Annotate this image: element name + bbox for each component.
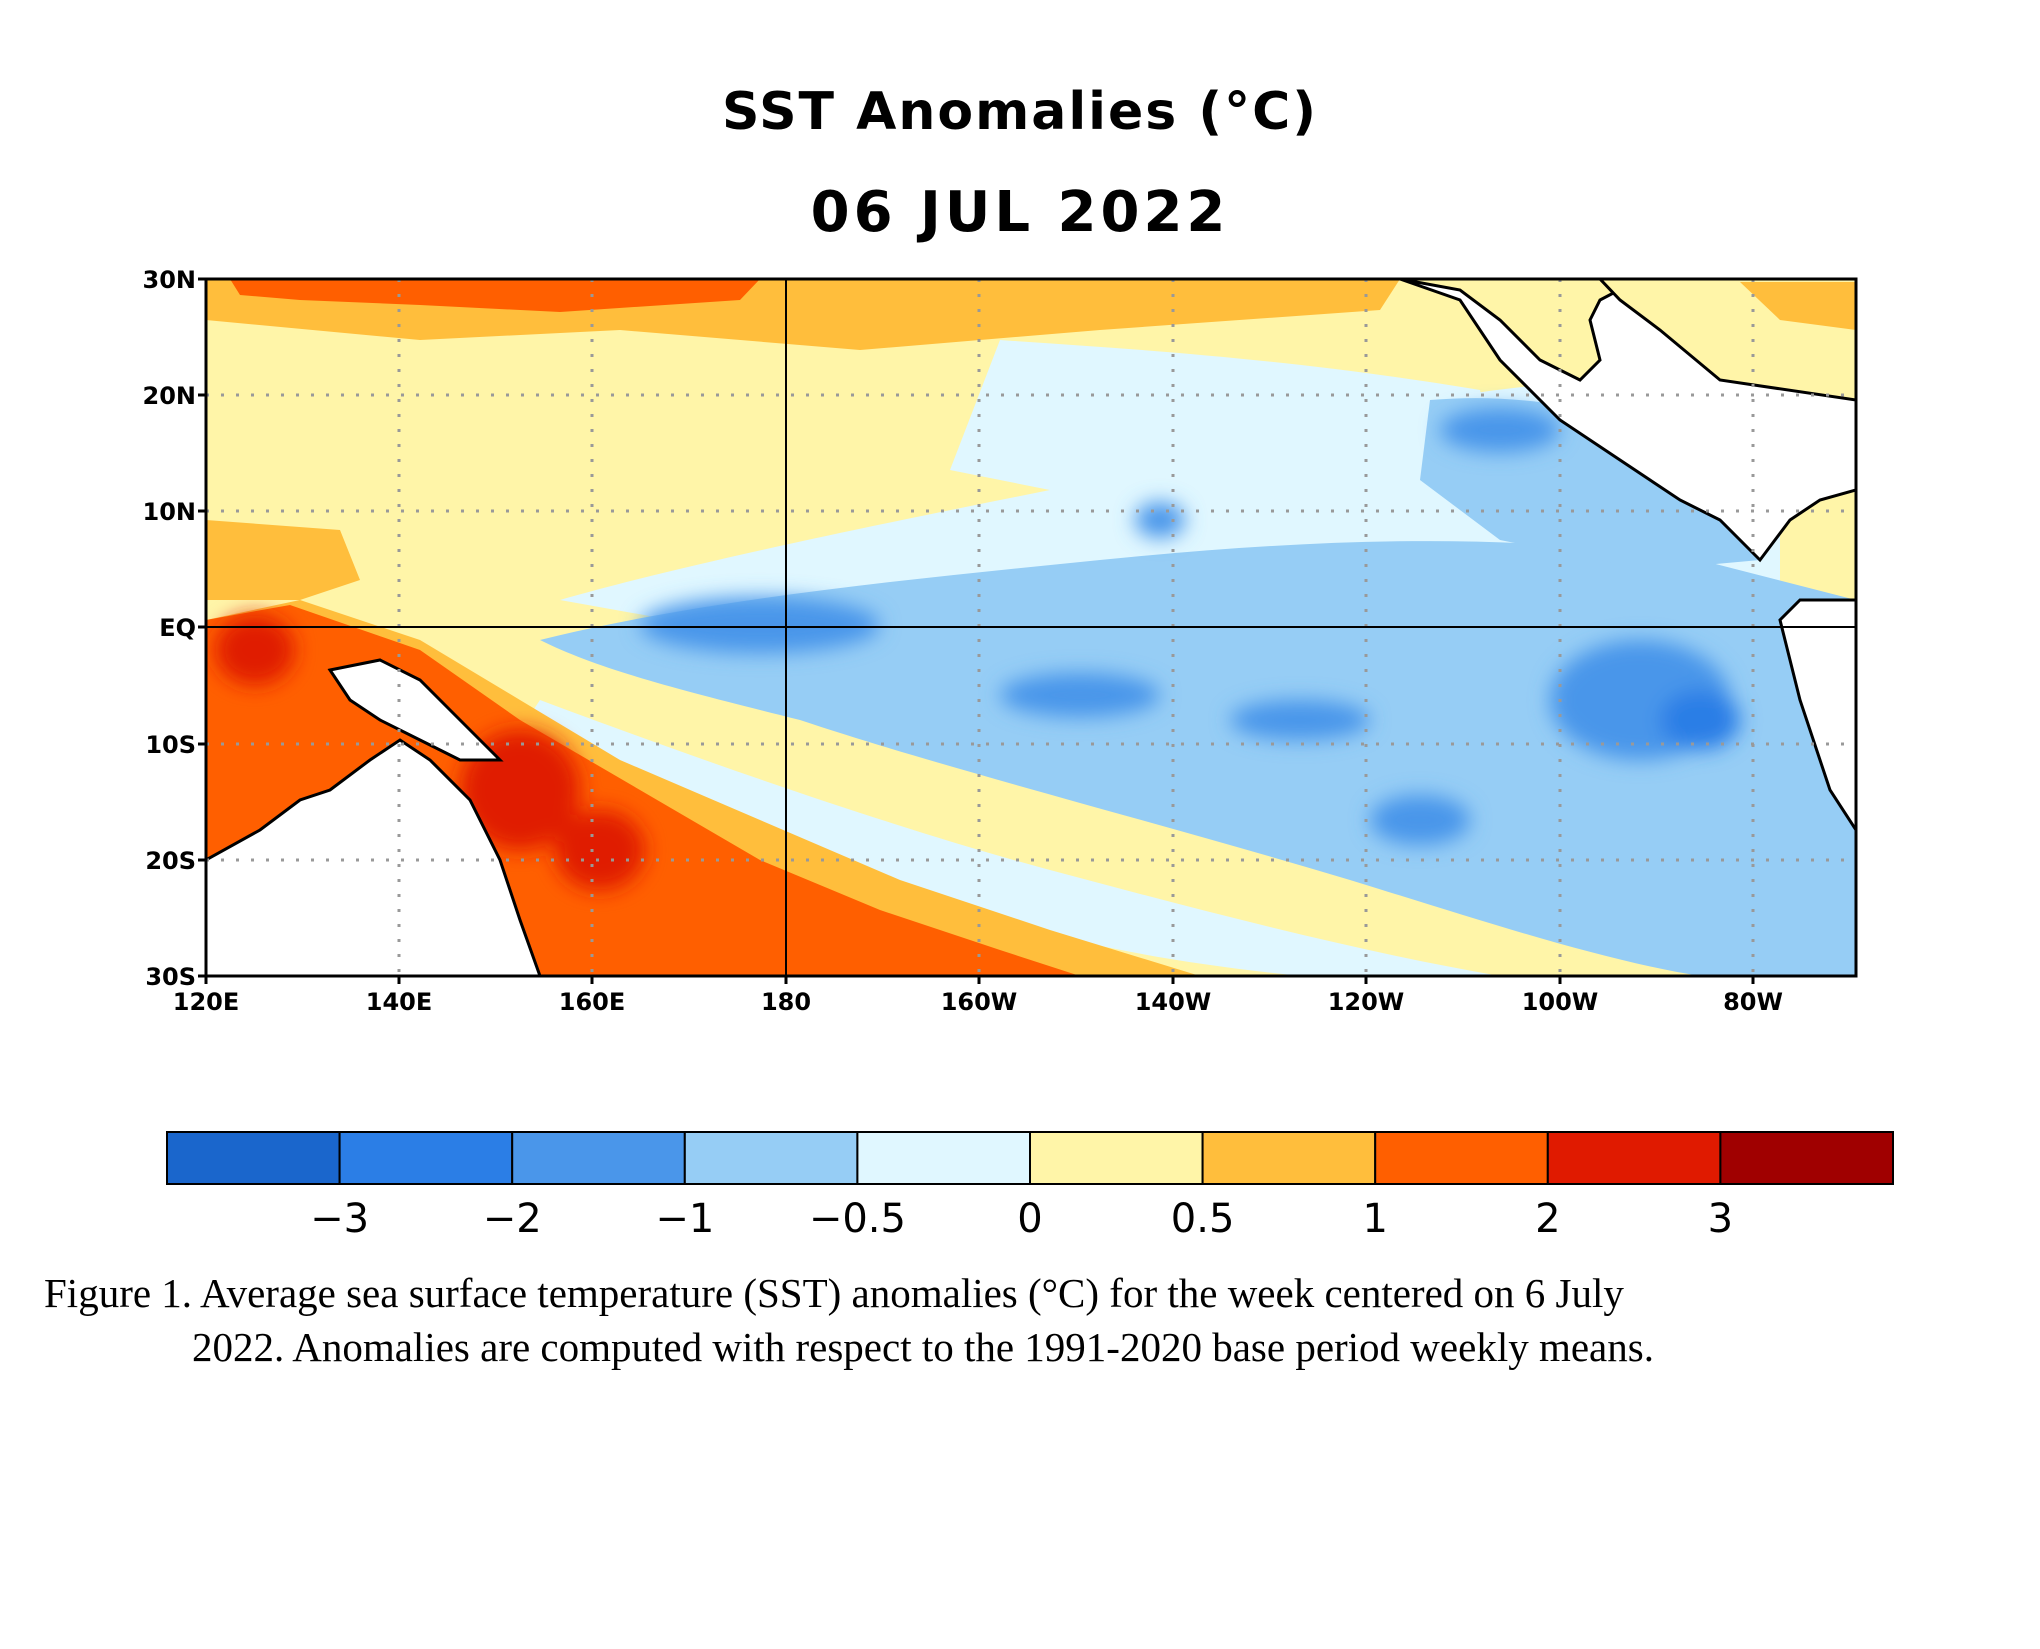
colorbar-label: −0.5: [809, 1196, 906, 1242]
strong-cool-patches: [640, 408, 1740, 845]
lon-axis: 120E 140E 160E 180 160W 140W 120W 100W 8…: [173, 988, 1783, 1016]
colorbar-label: 0.5: [1171, 1196, 1235, 1242]
lon-label: 180: [761, 988, 811, 1016]
colorbar-swatch: [1374, 1131, 1549, 1185]
warm-anomaly-west: [206, 520, 360, 600]
lon-label: 80W: [1723, 988, 1783, 1016]
lat-label: 10S: [145, 731, 196, 759]
colorbar: −3 −2 −1 −0.5 0 0.5 1 2 3: [166, 1131, 1895, 1242]
colorbar-label: −3: [310, 1196, 369, 1242]
colorbar-swatch: [856, 1131, 1032, 1185]
lat-ticks: [198, 277, 206, 978]
land: [206, 279, 1856, 976]
lon-label: 160E: [559, 988, 626, 1016]
cool-band-upper: [950, 340, 1500, 500]
colorbar-swatch: [683, 1131, 859, 1185]
lon-label: 140E: [366, 988, 433, 1016]
colorbar-swatch: [1029, 1131, 1204, 1185]
colorbar-label: 3: [1708, 1196, 1733, 1242]
colorbar-label: 0: [1017, 1196, 1042, 1242]
grid-lines: [206, 279, 1856, 976]
map-title: SST Anomalies (°C): [721, 82, 1319, 142]
caption-line-2: 2022. Anomalies are computed with respec…: [192, 1324, 1654, 1370]
colorbar-swatch: [1719, 1131, 1895, 1185]
lon-ticks: [204, 976, 1755, 984]
colorbar-swatch: [1546, 1131, 1722, 1185]
colorbar-swatch: [338, 1131, 514, 1185]
colorbar-swatches: [166, 1131, 1895, 1185]
lat-label: EQ: [159, 614, 196, 642]
lon-label: 120W: [1328, 988, 1405, 1016]
map-date: 06 JUL 2022: [810, 180, 1230, 245]
land-australia: [206, 738, 542, 976]
lon-label: 140W: [1135, 988, 1212, 1016]
lat-axis: 30N 20N 10N EQ 10S 20S 30S: [143, 266, 196, 991]
warm-anomaly-north-strong: [230, 279, 760, 312]
land-new-guinea: [327, 658, 504, 762]
land-south-america: [1778, 598, 1856, 833]
lon-label: 120E: [173, 988, 240, 1016]
colorbar-swatch: [166, 1131, 341, 1185]
lat-label: 20N: [143, 382, 196, 410]
lat-label: 30N: [143, 266, 196, 294]
sst-anomaly-figure: 30N 20N 10N EQ 10S 20S 30S 120E 140E 160…: [143, 266, 1858, 1016]
figure-caption: Figure 1. Average sea surface temperatur…: [44, 1266, 2004, 1374]
colorbar-swatch: [511, 1131, 686, 1185]
lon-label: 160W: [941, 988, 1018, 1016]
gulf-warm-patch: [1740, 282, 1856, 330]
colorbar-label: 1: [1362, 1196, 1387, 1242]
colorbar-labels: −3 −2 −1 −0.5 0 0.5 1 2 3: [310, 1196, 1733, 1242]
lat-label: 30S: [145, 963, 196, 991]
lat-label: 10N: [143, 498, 196, 526]
colorbar-swatch: [1201, 1131, 1377, 1185]
lon-label: 100W: [1522, 988, 1599, 1016]
colorbar-label: 2: [1535, 1196, 1560, 1242]
caption-line-1: Figure 1. Average sea surface temperatur…: [44, 1270, 1624, 1316]
colorbar-label: −1: [655, 1196, 714, 1242]
colorbar-label: −2: [483, 1196, 542, 1242]
cold-tongue: [540, 541, 1856, 976]
lat-label: 20S: [145, 847, 196, 875]
